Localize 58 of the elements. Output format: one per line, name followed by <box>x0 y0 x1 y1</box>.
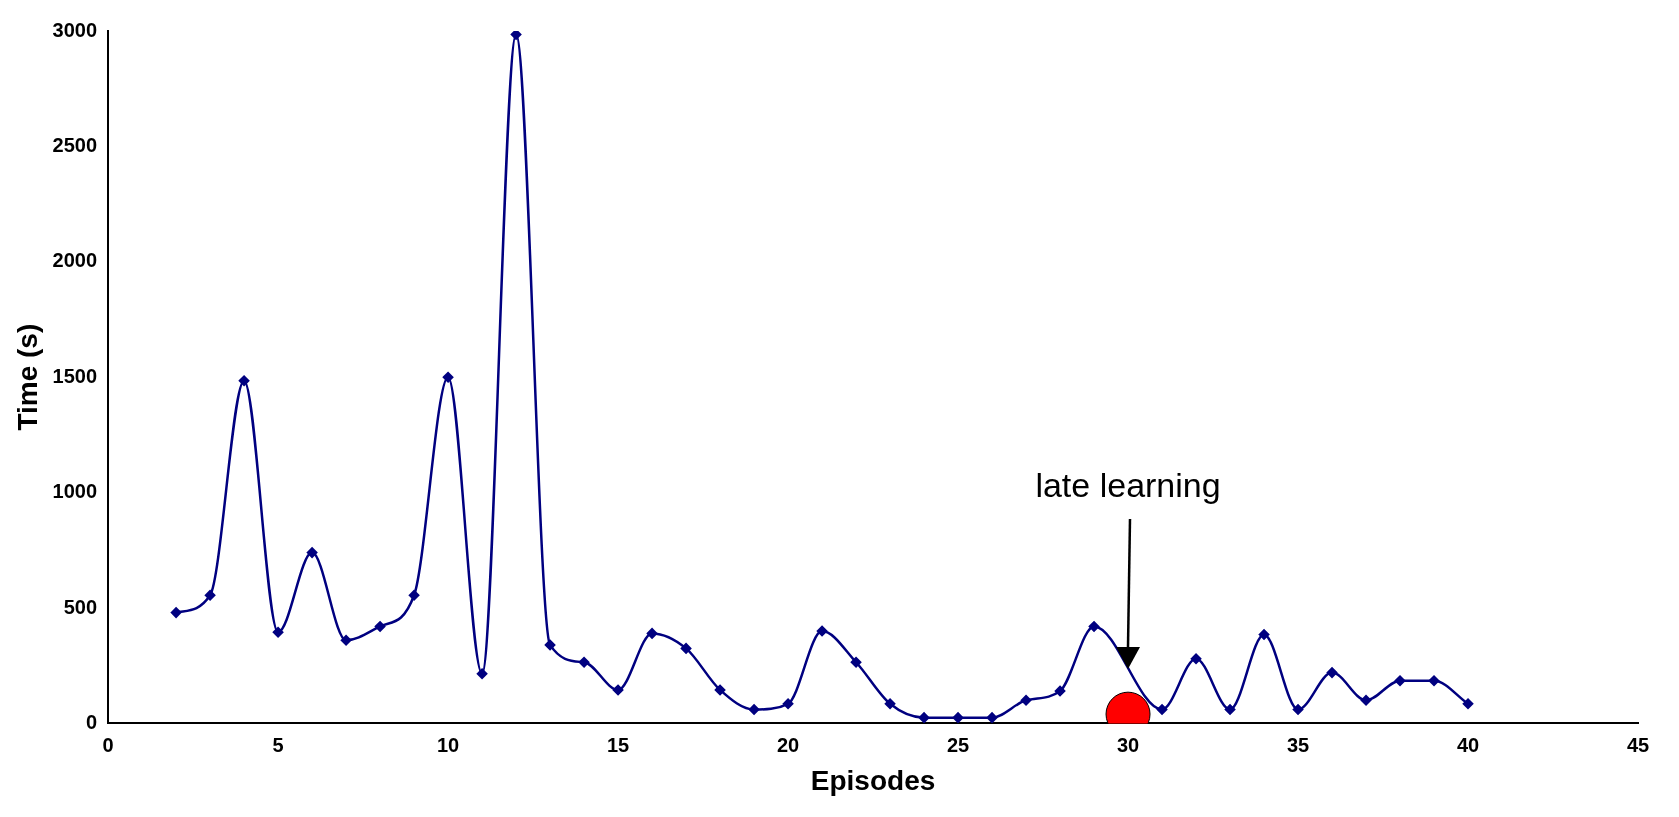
point <box>1428 675 1440 686</box>
point <box>918 712 930 723</box>
point <box>986 712 998 723</box>
y-tick-label: 2500 <box>52 133 98 156</box>
point <box>1088 621 1100 632</box>
point <box>1326 667 1338 678</box>
point <box>748 704 760 715</box>
y-tick-label: 0 <box>85 710 98 733</box>
y-tick-label: 1000 <box>52 480 98 503</box>
point <box>408 590 420 601</box>
x-axis-title: Episodes <box>810 764 936 796</box>
point <box>306 547 318 558</box>
point <box>850 656 862 668</box>
x-tick-label: 5 <box>272 733 284 756</box>
point <box>1224 704 1236 715</box>
x-tick-label: 35 <box>1286 733 1310 756</box>
point <box>1360 695 1372 706</box>
point <box>578 656 590 668</box>
x-tick-label: 25 <box>946 733 970 756</box>
x-tick-label: 0 <box>102 733 114 756</box>
point <box>238 375 250 386</box>
point <box>1054 685 1066 697</box>
y-tick-label: 3000 <box>52 18 98 41</box>
point <box>612 684 624 696</box>
point <box>714 684 726 696</box>
x-tick-label: 20 <box>776 733 800 756</box>
point <box>1020 695 1032 706</box>
point <box>272 626 284 638</box>
x-tick-label: 15 <box>606 733 630 756</box>
point <box>646 628 658 639</box>
point <box>170 607 182 618</box>
point <box>1258 629 1270 640</box>
point <box>1394 675 1406 686</box>
point <box>952 712 964 723</box>
point <box>1190 653 1202 665</box>
point <box>1292 704 1304 715</box>
y-axis-title: Time (s) <box>11 323 43 431</box>
point <box>340 635 352 646</box>
point <box>884 698 896 710</box>
x-tick-label: 40 <box>1456 733 1480 756</box>
y-tick-label: 500 <box>63 595 98 618</box>
point <box>442 371 454 383</box>
point <box>510 31 522 40</box>
point <box>476 668 488 680</box>
point <box>544 639 556 651</box>
point <box>1156 704 1168 715</box>
annotation: late learning <box>1035 465 1221 504</box>
point <box>680 643 692 654</box>
y-tick-label: 2000 <box>52 249 98 272</box>
y-tick-label: 1500 <box>52 364 98 387</box>
point <box>816 625 828 637</box>
x-tick-label: 45 <box>1626 733 1650 756</box>
point <box>1462 698 1474 710</box>
point <box>782 698 794 710</box>
x-tick-label: 10 <box>436 733 460 756</box>
point <box>204 590 216 601</box>
point <box>374 621 386 632</box>
x-tick-label: 30 <box>1116 733 1140 756</box>
